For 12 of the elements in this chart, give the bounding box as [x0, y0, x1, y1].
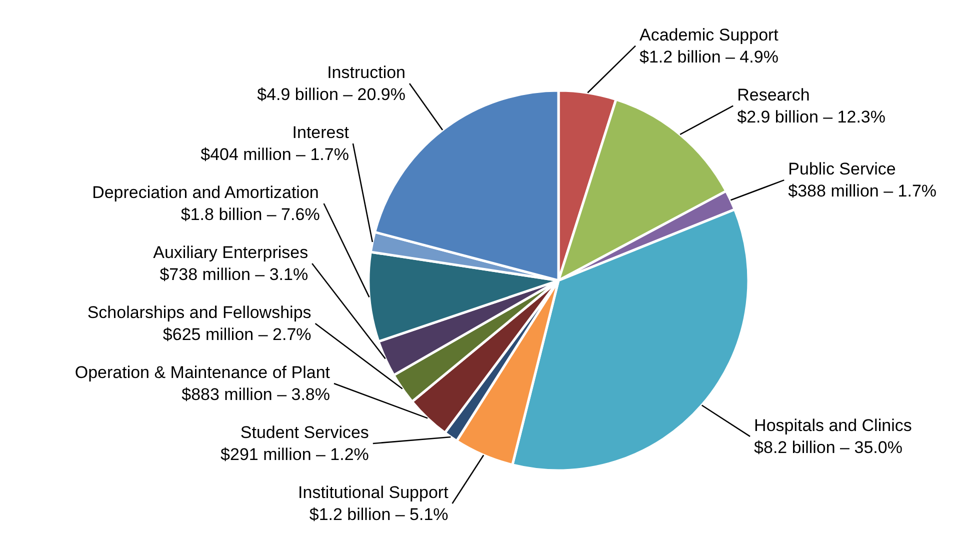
slice-label: Institutional Support $1.2 billion – 5.1% — [298, 483, 449, 524]
slice-label: Student Services $291 million – 1.2% — [220, 423, 369, 464]
slice-label: Auxiliary Enterprises $738 million – 3.1% — [153, 243, 308, 284]
slice-label: Hospitals and Clinics $8.2 billion – 35.0% — [754, 416, 912, 457]
slice-label: Interest $404 million – 1.7% — [200, 123, 350, 164]
slice-label: Depreciation and Amortization $1.8 billion – 7.6% — [92, 183, 320, 224]
slice-label: Public Service $388 million – 1.7% — [788, 160, 937, 201]
slice-label: Operation & Maintenance of Plant $883 million – 3.8% — [74, 363, 330, 404]
slice-label: Academic Support $1.2 billion – 4.9% — [640, 25, 779, 66]
slice-label: Instruction $4.9 billion – 20.9% — [257, 63, 406, 104]
slice-label: Research $2.9 billion – 12.3% — [737, 85, 886, 126]
slice-label: Scholarships and Fellowships $625 million – 2.7% — [87, 303, 312, 344]
